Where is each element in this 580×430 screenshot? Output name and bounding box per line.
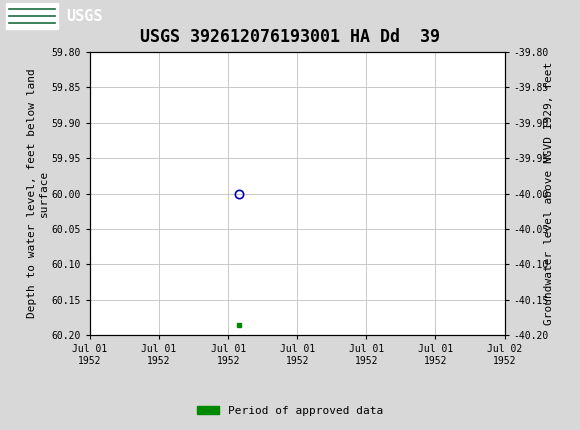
- Legend: Period of approved data: Period of approved data: [193, 401, 387, 420]
- Y-axis label: Depth to water level, feet below land
surface: Depth to water level, feet below land su…: [27, 69, 49, 318]
- Bar: [6, 3, 58, 29]
- Text: USGS: USGS: [67, 9, 103, 24]
- Y-axis label: Groundwater level above NGVD 1929, feet: Groundwater level above NGVD 1929, feet: [545, 62, 554, 325]
- Text: USGS 392612076193001 HA Dd  39: USGS 392612076193001 HA Dd 39: [140, 28, 440, 46]
